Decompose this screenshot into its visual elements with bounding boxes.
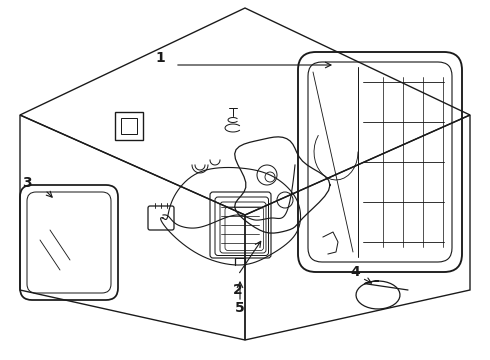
Text: 1: 1	[155, 51, 165, 65]
Text: 4: 4	[350, 265, 360, 279]
Text: 3: 3	[22, 176, 32, 190]
Bar	[121, 118, 137, 134]
Text: 2: 2	[233, 283, 243, 297]
Bar	[115, 112, 143, 140]
Text: 5: 5	[235, 301, 245, 315]
